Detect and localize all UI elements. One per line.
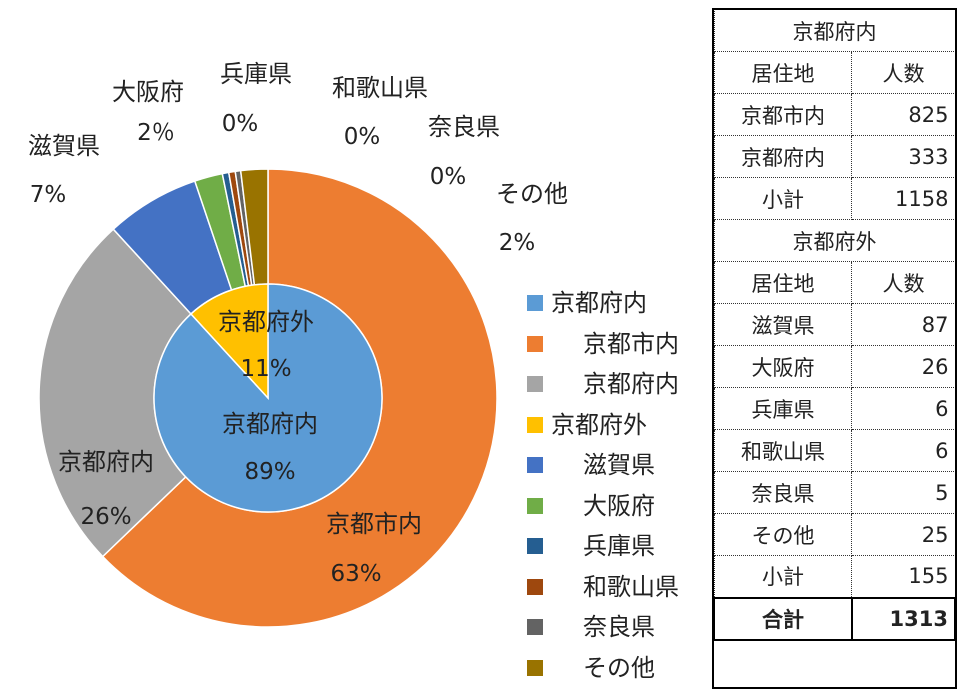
legend-swatch: [527, 457, 543, 473]
legend-label: 京都府内: [551, 289, 647, 317]
legend-swatch: [527, 578, 543, 595]
outer-percent-2: 26%: [80, 504, 131, 530]
outer-label-5: 兵庫県: [220, 60, 292, 88]
table-row: 京都市内 825: [713, 93, 956, 136]
table-row: 奈良県 5: [713, 471, 956, 514]
legend-swatch: [527, 335, 543, 352]
legend-label: その他: [583, 653, 655, 682]
col-residence-header: 居住地: [713, 261, 853, 304]
table-row: 滋賀県 87: [713, 303, 956, 346]
legend-label: 奈良県: [583, 613, 655, 641]
outer-percent-6: 0%: [344, 124, 381, 150]
row-count: 825: [851, 93, 956, 136]
inner-label-1: 京都府内: [222, 410, 318, 438]
residence-table: 京都府内 居住地 人数 京都市内 825 京都府内 333 小計 1158 京都…: [713, 9, 957, 641]
legend-item: 大阪府: [527, 491, 655, 521]
outer-label-6: 和歌山県: [332, 74, 428, 102]
row-count: 25: [851, 513, 956, 556]
legend-swatch: [527, 295, 543, 311]
subtotal-value: 155: [851, 555, 956, 598]
inner-pie: [153, 283, 383, 513]
subtotal-value: 1158: [851, 177, 956, 220]
legend-swatch: [527, 619, 543, 635]
outer-percent-4: 2％: [137, 120, 175, 146]
row-place: その他: [713, 513, 853, 556]
table-row: その他 25: [713, 513, 956, 556]
row-place: 滋賀県: [713, 303, 853, 346]
legend-item: 和歌山県: [527, 572, 679, 602]
donut-chart: 京都市内 63% 京都府内 26% 滋賀県 7% 大阪府 2％ 兵庫県 0% 和歌山県 0% 奈良県 0%…: [28, 60, 568, 628]
outer-percent-8: 2%: [499, 230, 536, 256]
legend-swatch: [527, 497, 543, 514]
inner-percent-1: 89%: [244, 459, 295, 485]
section-title-inside: 京都府内: [713, 9, 956, 52]
inner-slice-2: [189, 283, 269, 400]
outer-label-3: 滋賀県: [28, 132, 100, 160]
legend-label: 大阪府: [583, 491, 655, 520]
outer-label-1: 京都市内: [326, 510, 422, 538]
section-header-outside: 京都府外: [713, 219, 956, 262]
legend-swatch: [527, 376, 543, 392]
column-header-row: 居住地 人数: [713, 261, 956, 304]
row-count: 26: [851, 345, 956, 388]
table-row: 大阪府 26: [713, 345, 956, 388]
col-residence-header: 居住地: [713, 51, 853, 94]
outer-label-2: 京都府内: [58, 448, 154, 476]
legend-label: 兵庫県: [583, 532, 655, 560]
total-label: 合計: [713, 596, 853, 641]
row-count: 333: [851, 135, 956, 178]
legend-item: 京都府内: [527, 288, 647, 318]
row-place: 和歌山県: [713, 429, 853, 472]
legend-item: その他: [527, 653, 655, 683]
section-header-inside: 京都府内: [713, 9, 956, 52]
subtotal-row: 小計 155: [713, 555, 956, 598]
legend-label: 京都府外: [551, 410, 647, 439]
legend-swatch: [527, 538, 543, 554]
row-count: 6: [851, 429, 956, 472]
inner-label-2: 京都府外: [218, 308, 314, 336]
legend-label: 和歌山県: [583, 572, 679, 601]
table-row: 兵庫県 6: [713, 387, 956, 430]
table-row: 京都府内 333: [713, 135, 956, 178]
legend-label: 京都府内: [583, 370, 679, 398]
row-count: 6: [851, 387, 956, 430]
subtotal-label: 小計: [713, 555, 853, 598]
legend-item: 奈良県: [527, 612, 655, 642]
outer-label-7: 奈良県: [428, 113, 500, 141]
row-count: 87: [851, 303, 956, 346]
legend-item: 兵庫県: [527, 531, 655, 561]
column-header-row: 居住地 人数: [713, 51, 956, 94]
outer-label-8: その他: [496, 180, 568, 208]
outer-percent-5: 0%: [222, 111, 259, 137]
legend-item: 京都府外: [527, 410, 647, 440]
outer-percent-7: 0%: [430, 164, 467, 190]
outer-percent-1: 63%: [330, 561, 381, 587]
legend-item: 京都府内: [527, 369, 679, 399]
col-count-header: 人数: [851, 261, 956, 304]
legend-label: 滋賀県: [583, 451, 655, 479]
legend-item: 滋賀県: [527, 450, 655, 480]
total-value: 1313: [850, 596, 957, 641]
legend-item: 京都市内: [527, 329, 679, 359]
table-row: 和歌山県 6: [713, 429, 956, 472]
row-place: 京都市内: [713, 93, 853, 136]
legend-label: 京都市内: [583, 329, 679, 358]
total-row: 合計 1313: [713, 596, 957, 641]
row-place: 京都府内: [713, 135, 853, 178]
row-place: 大阪府: [713, 345, 853, 388]
col-count-header: 人数: [851, 51, 956, 94]
section-title-outside: 京都府外: [713, 219, 956, 262]
row-count: 5: [851, 471, 956, 514]
inner-percent-2: 11%: [240, 356, 291, 382]
outer-percent-3: 7%: [30, 182, 67, 208]
chart-labels: 京都市内 63% 京都府内 26% 滋賀県 7% 大阪府 2％ 兵庫県 0% 和歌山県 0% 奈良県 0%…: [28, 60, 568, 587]
row-place: 兵庫県: [713, 387, 853, 430]
subtotal-row: 小計 1158: [713, 177, 956, 220]
legend-swatch: [527, 659, 543, 676]
outer-ring: [38, 168, 498, 628]
legend-swatch: [527, 416, 543, 433]
subtotal-label: 小計: [713, 177, 853, 220]
row-place: 奈良県: [713, 471, 853, 514]
outer-label-4: 大阪府: [112, 78, 184, 106]
